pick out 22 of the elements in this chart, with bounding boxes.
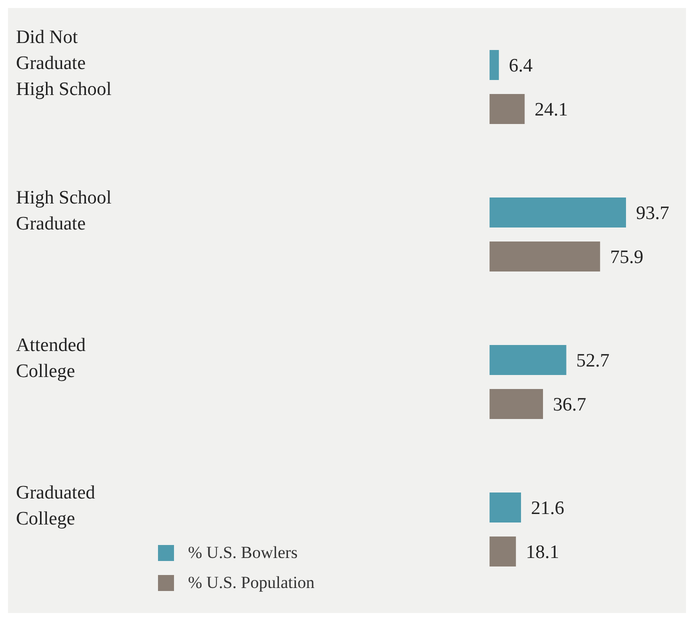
y-tick-label: Did Not Graduate High School xyxy=(16,26,112,100)
bar xyxy=(490,345,566,375)
data-label: 75.9 xyxy=(610,247,644,268)
bar xyxy=(490,94,525,124)
data-label: 36.7 xyxy=(553,394,586,416)
legend-label: % U.S. Population xyxy=(188,573,315,593)
bar xyxy=(490,536,516,566)
bar xyxy=(490,50,499,80)
data-label: 21.6 xyxy=(531,498,564,520)
y-tick-label: High School Graduate xyxy=(16,187,112,234)
data-label: 24.1 xyxy=(534,100,568,121)
bar xyxy=(490,198,626,228)
data-label: 52.7 xyxy=(576,350,610,372)
legend-label: % U.S. Bowlers xyxy=(188,543,298,563)
bar xyxy=(490,492,522,522)
data-label: 6.4 xyxy=(508,56,534,77)
bar xyxy=(490,389,543,419)
data-label: 18.1 xyxy=(526,542,560,564)
bar xyxy=(490,242,600,272)
y-tick-label: Graduated College xyxy=(16,482,96,530)
y-tick-label: Attended College xyxy=(16,334,86,382)
data-label: 93.7 xyxy=(636,203,670,224)
